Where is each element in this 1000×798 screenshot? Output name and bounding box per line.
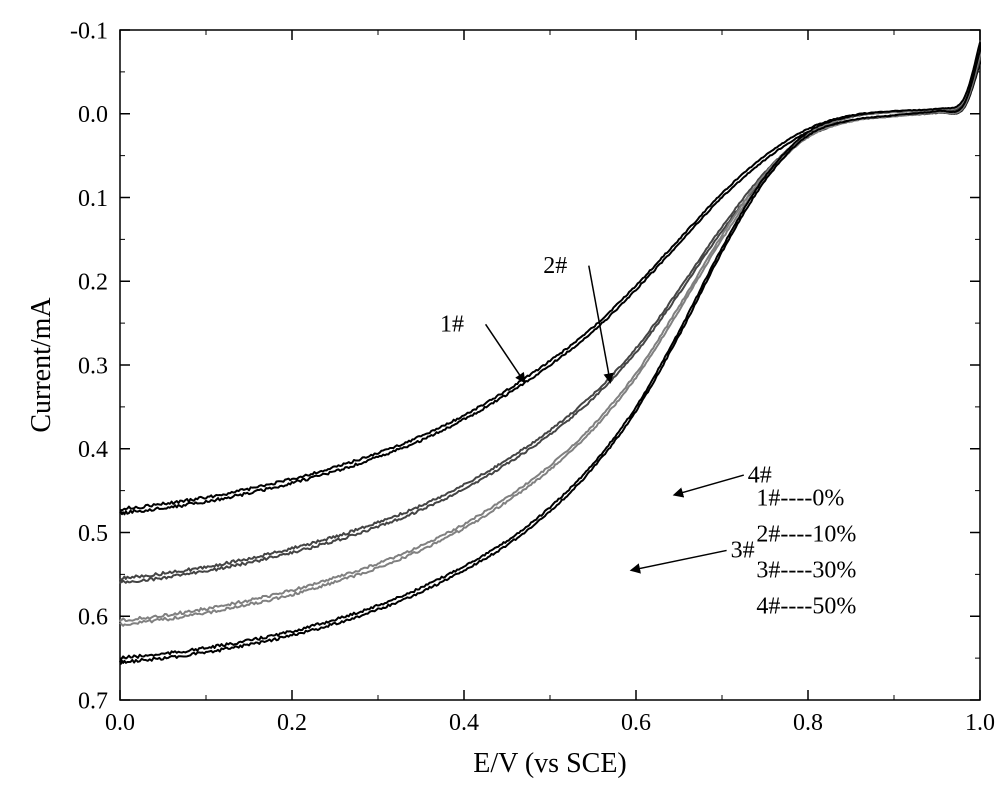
legend-item-0: 1#----0%	[756, 486, 844, 512]
annotation-label-1#: 1#	[440, 312, 464, 338]
annotation-label-3#: 3#	[731, 538, 755, 564]
x-tick-label: 0.8	[793, 710, 823, 736]
x-axis-label: E/V (vs SCE)	[473, 748, 627, 779]
legend-item-3: 4#----50%	[756, 594, 856, 620]
y-tick-label: 0.4	[78, 437, 108, 463]
y-tick-label: -0.1	[70, 18, 108, 44]
annotation-label-4#: 4#	[748, 462, 772, 488]
y-tick-label: 0.0	[78, 102, 108, 128]
legend-item-1: 2#----10%	[756, 522, 856, 548]
x-tick-label: 0.0	[105, 710, 135, 736]
y-tick-label: 0.5	[78, 521, 108, 547]
chart-container: 0.0 0.2 0.4 0.6 0.8 1.0 E/V (vs SCE) -0.1 0.0 0.1…	[0, 0, 1000, 798]
y-tick-label: 0.3	[78, 353, 108, 379]
x-tick-label: 0.6	[621, 710, 651, 736]
y-tick-label: 0.7	[78, 688, 108, 714]
y-axis-label: Current/mA	[26, 297, 57, 433]
y-tick-label: 0.1	[78, 186, 108, 212]
y-tick-label: 0.2	[78, 270, 108, 296]
y-tick-label: 0.6	[78, 605, 108, 631]
x-tick-label: 0.4	[449, 710, 479, 736]
x-tick-label: 0.2	[277, 710, 307, 736]
legend-item-2: 3#----30%	[756, 558, 856, 584]
x-tick-label: 1.0	[965, 710, 995, 736]
polarization-chart: 0.0 0.2 0.4 0.6 0.8 1.0 E/V (vs SCE) -0.1 0.0 0.1…	[0, 0, 1000, 798]
annotation-label-2#: 2#	[543, 253, 567, 279]
